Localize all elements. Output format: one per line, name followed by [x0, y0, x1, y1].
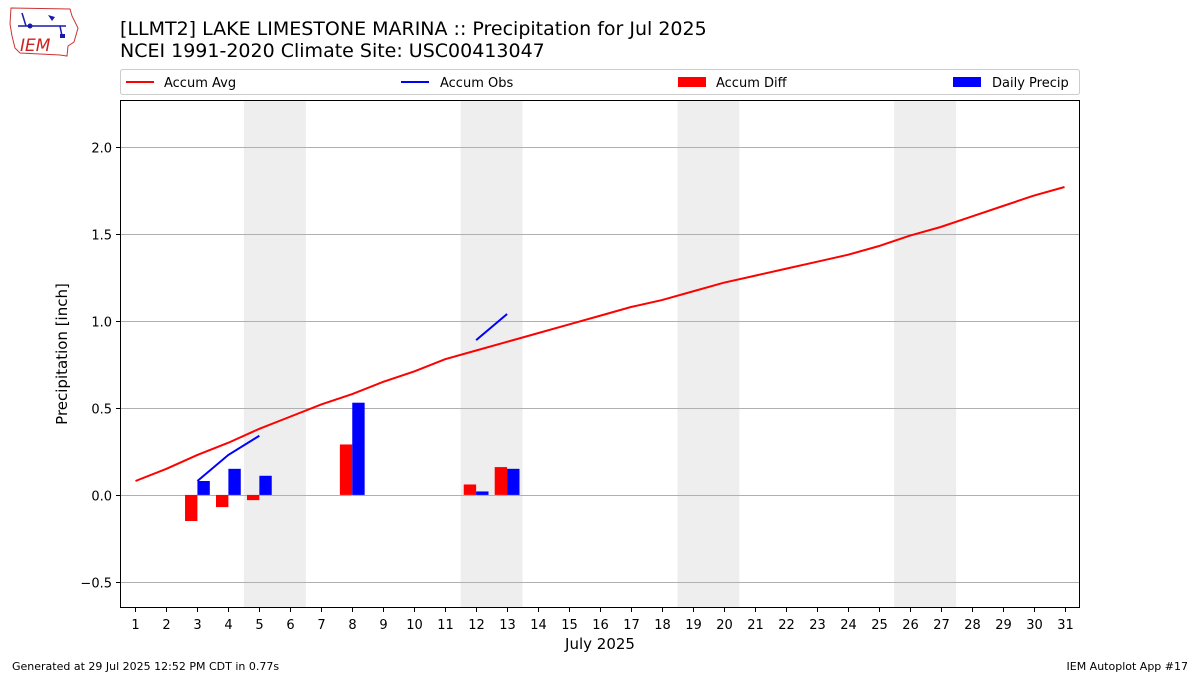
daily-precip-bar	[507, 468, 520, 495]
accum-obs-line	[196, 434, 260, 482]
daily-precip-bar	[352, 402, 365, 495]
x-tick-label: 3	[193, 618, 201, 633]
gridlines	[120, 147, 1080, 583]
chart-title-line2: NCEI 1991-2020 Climate Site: USC00413047	[120, 40, 545, 62]
x-tick-label: 17	[623, 618, 640, 633]
accum-avg-line	[135, 186, 1065, 482]
daily-precip-bar	[197, 481, 210, 495]
x-tick-label: 1	[131, 618, 139, 633]
weekend-band	[243, 100, 306, 608]
chart-title-line1: [LLMT2] LAKE LIMESTONE MARINA :: Precipi…	[120, 18, 707, 40]
x-tick-label: 24	[840, 618, 857, 633]
y-axis-ticks: −0.5 0.0 0.5 1.0 1.5 2.0	[80, 142, 120, 592]
x-tick-label: 14	[530, 618, 547, 633]
x-tick-label: 16	[592, 618, 609, 633]
series-lines	[135, 186, 1065, 482]
daily-precip-bar	[259, 475, 272, 495]
accum-diff-bar	[339, 444, 353, 495]
accum-diff-bar	[185, 494, 198, 522]
x-tick-label: 28	[964, 618, 981, 633]
legend: Accum Avg Accum Obs Accum Diff Daily Pre…	[120, 69, 1080, 95]
x-tick-label: 6	[286, 618, 294, 633]
weekend-band	[460, 100, 523, 608]
weekend-band	[894, 100, 957, 608]
iem-logo: IEM	[8, 6, 80, 60]
legend-daily-precip-label: Daily Precip	[992, 76, 1069, 91]
y-tick-label: 2.0	[91, 142, 112, 157]
x-tick-label: 2	[162, 618, 170, 633]
x-tick-label: 19	[685, 618, 702, 633]
x-tick-label: 4	[224, 618, 232, 633]
legend-accum-avg-label: Accum Avg	[164, 76, 236, 91]
x-tick-label: 23	[809, 618, 826, 633]
y-tick-label: 0.5	[91, 403, 112, 418]
accum-diff-bar	[494, 467, 508, 495]
y-tick-label: −0.5	[80, 577, 112, 592]
legend-box	[120, 69, 1080, 95]
footer-generated: Generated at 29 Jul 2025 12:52 PM CDT in…	[12, 660, 280, 673]
x-tick-label: 21	[747, 618, 764, 633]
x-tick-label: 13	[499, 618, 516, 633]
x-tick-label: 30	[1026, 618, 1043, 633]
y-tick-label: 1.5	[91, 229, 112, 244]
y-tick-label: 1.0	[91, 316, 112, 331]
accum-obs-line	[475, 313, 508, 341]
weekend-shading	[243, 100, 957, 608]
x-tick-label: 31	[1057, 618, 1074, 633]
accum-diff-bar	[246, 494, 260, 501]
x-axis-ticks: 1 2 3 4 5 6 7 8 9 10 11 12 13 14 15 16 17 18 19 20 21 22 23 24 2…	[131, 608, 1074, 633]
logo-text: IEM	[20, 36, 51, 56]
accum-diff-bar	[216, 494, 229, 508]
x-tick-label: 7	[317, 618, 325, 633]
accum-diff-bar	[463, 484, 477, 495]
y-tick-label: 0.0	[91, 490, 112, 505]
daily-precip-bar	[476, 491, 489, 495]
x-tick-label: 25	[871, 618, 888, 633]
x-tick-label: 15	[561, 618, 578, 633]
y-axis-label: Precipitation [inch]	[53, 283, 71, 425]
x-tick-label: 26	[902, 618, 919, 633]
bars	[185, 402, 520, 522]
weekend-band	[677, 100, 740, 608]
plot-frame	[120, 100, 1080, 608]
x-axis-label: July 2025	[564, 635, 635, 653]
x-tick-label: 5	[255, 618, 263, 633]
x-tick-label: 18	[654, 618, 671, 633]
x-tick-label: 20	[716, 618, 733, 633]
x-tick-label: 10	[406, 618, 423, 633]
x-tick-label: 11	[437, 618, 454, 633]
x-tick-label: 27	[933, 618, 950, 633]
x-tick-label: 12	[468, 618, 485, 633]
x-tick-label: 8	[348, 618, 356, 633]
legend-accum-obs-label: Accum Obs	[440, 76, 513, 91]
legend-accum-diff-swatch	[678, 77, 706, 87]
legend-daily-precip-swatch	[953, 77, 981, 87]
x-tick-label: 9	[379, 618, 387, 633]
legend-accum-diff-label: Accum Diff	[716, 76, 788, 91]
x-tick-label: 29	[995, 618, 1012, 633]
x-tick-label: 22	[778, 618, 795, 633]
daily-precip-bar	[228, 468, 241, 495]
footer-app: IEM Autoplot App #17	[1066, 660, 1189, 673]
